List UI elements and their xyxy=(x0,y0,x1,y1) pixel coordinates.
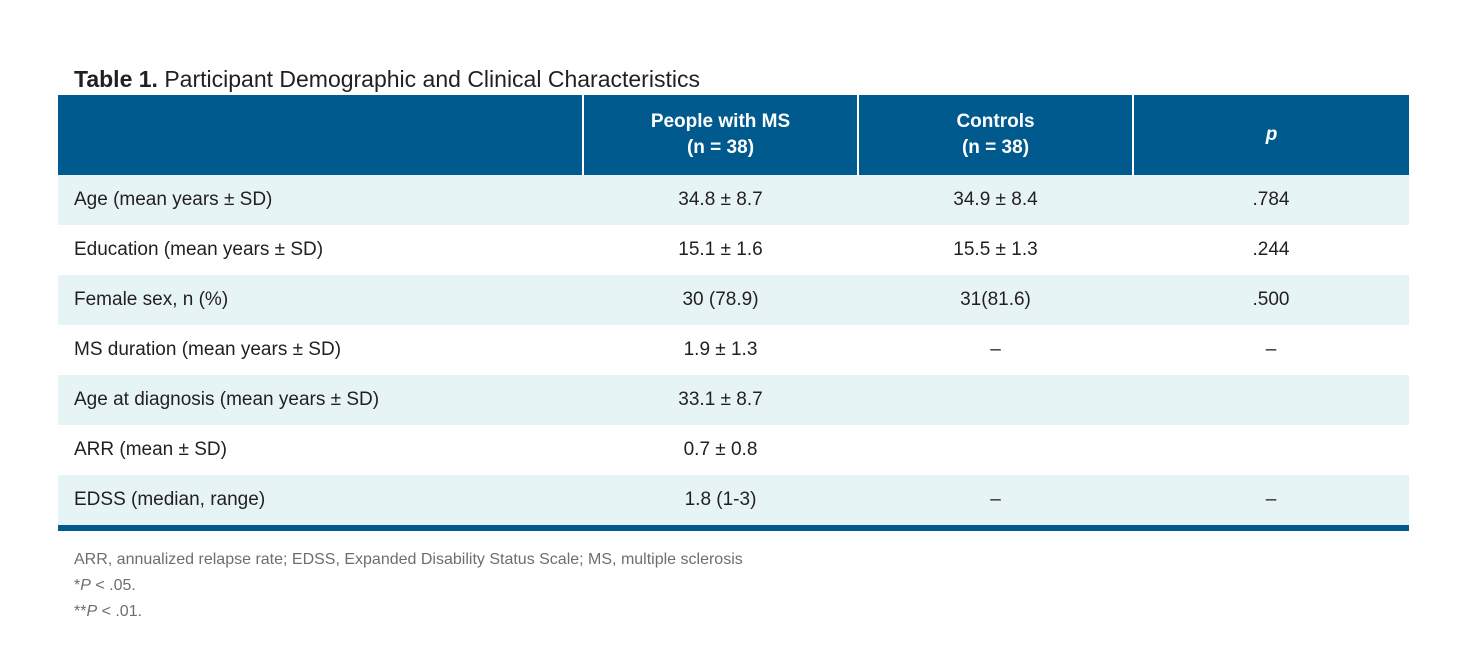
row-label: MS duration (mean years ± SD) xyxy=(58,325,583,375)
table-row: EDSS (median, range) 1.8 (1-3) – – xyxy=(58,475,1409,525)
header-p-value: p xyxy=(1132,95,1409,175)
table-body: Age (mean years ± SD) 34.8 ± 8.7 34.9 ± 8.… xyxy=(58,175,1409,525)
table-row: Education (mean years ± SD) 15.1 ± 1.6 15.… xyxy=(58,225,1409,275)
footnote-p05-symbol: P xyxy=(80,577,91,594)
controls-value: 31(81.6) xyxy=(858,275,1133,325)
ms-value: 0.7 ± 0.8 xyxy=(583,425,858,475)
ms-value: 34.8 ± 8.7 xyxy=(583,175,858,225)
row-label: ARR (mean ± SD) xyxy=(58,425,583,475)
footnote-abbreviations: ARR, annualized relapse rate; EDSS, Expa… xyxy=(74,551,743,568)
controls-value xyxy=(858,425,1133,475)
ms-value: 33.1 ± 8.7 xyxy=(583,375,858,425)
ms-value: 1.8 (1-3) xyxy=(583,475,858,525)
table-row: Age (mean years ± SD) 34.8 ± 8.7 34.9 ± 8.… xyxy=(58,175,1409,225)
controls-value: – xyxy=(858,325,1133,375)
header-ms-title: People with MS xyxy=(650,111,791,132)
controls-value xyxy=(858,375,1133,425)
footnote-p01: **P < .01. xyxy=(74,599,1409,625)
header-ms-n: (n = 38) xyxy=(686,137,755,158)
controls-value: 34.9 ± 8.4 xyxy=(858,175,1133,225)
characteristics-table: People with MS (n = 38) Controls (n = 38… xyxy=(58,95,1409,525)
caption-label: Table 1. xyxy=(74,66,158,92)
footnote-p05-marker: * xyxy=(74,577,81,594)
footnote-p05: *P < .05. xyxy=(74,573,1409,599)
footnote-p01-marker: ** xyxy=(74,603,87,620)
header-controls-n: (n = 38) xyxy=(961,137,1030,158)
footnote-p01-symbol: P xyxy=(86,603,98,620)
table-row: Female sex, n (%) 30 (78.9) 31(81.6) .500 xyxy=(58,275,1409,325)
table-bottom-rule xyxy=(58,525,1409,531)
ms-value: 15.1 ± 1.6 xyxy=(583,225,858,275)
ms-value: 1.9 ± 1.3 xyxy=(583,325,858,375)
p-value xyxy=(1133,375,1409,425)
footnote-p01-text: < .01. xyxy=(97,603,143,620)
p-value: – xyxy=(1133,325,1409,375)
controls-value: – xyxy=(858,475,1133,525)
header-row: People with MS (n = 38) Controls (n = 38… xyxy=(58,95,1409,175)
p-value: .244 xyxy=(1133,225,1409,275)
header-characteristic xyxy=(58,95,583,175)
row-label: Age at diagnosis (mean years ± SD) xyxy=(58,375,583,425)
p-value: – xyxy=(1133,475,1409,525)
row-label: Female sex, n (%) xyxy=(58,275,583,325)
caption-text: Participant Demographic and Clinical Cha… xyxy=(164,66,700,92)
controls-value: 15.5 ± 1.3 xyxy=(858,225,1133,275)
ms-value: 30 (78.9) xyxy=(583,275,858,325)
header-controls: Controls (n = 38) xyxy=(857,95,1133,175)
row-label: Education (mean years ± SD) xyxy=(58,225,583,275)
table-caption: Table 1. Participant Demographic and Cli… xyxy=(74,64,1409,94)
footnotes: ARR, annualized relapse rate; EDSS, Expa… xyxy=(74,547,1409,625)
table-row: Age at diagnosis (mean years ± SD) 33.1 ±… xyxy=(58,375,1409,425)
table-row: MS duration (mean years ± SD) 1.9 ± 1.3– – xyxy=(58,325,1409,375)
row-label: EDSS (median, range) xyxy=(58,475,583,525)
header-people-with-ms: People with MS (n = 38) xyxy=(582,95,858,175)
table-container: Table 1. Participant Demographic and Cli… xyxy=(58,64,1409,625)
p-value: .500 xyxy=(1133,275,1409,325)
row-label: Age (mean years ± SD) xyxy=(58,175,583,225)
table-row: ARR (mean ± SD) 0.7 ± 0.8 xyxy=(58,425,1409,475)
header-controls-title: Controls xyxy=(956,111,1035,132)
p-value xyxy=(1133,425,1409,475)
p-value: .784 xyxy=(1133,175,1409,225)
footnote-p05-text: < .05. xyxy=(90,577,136,594)
